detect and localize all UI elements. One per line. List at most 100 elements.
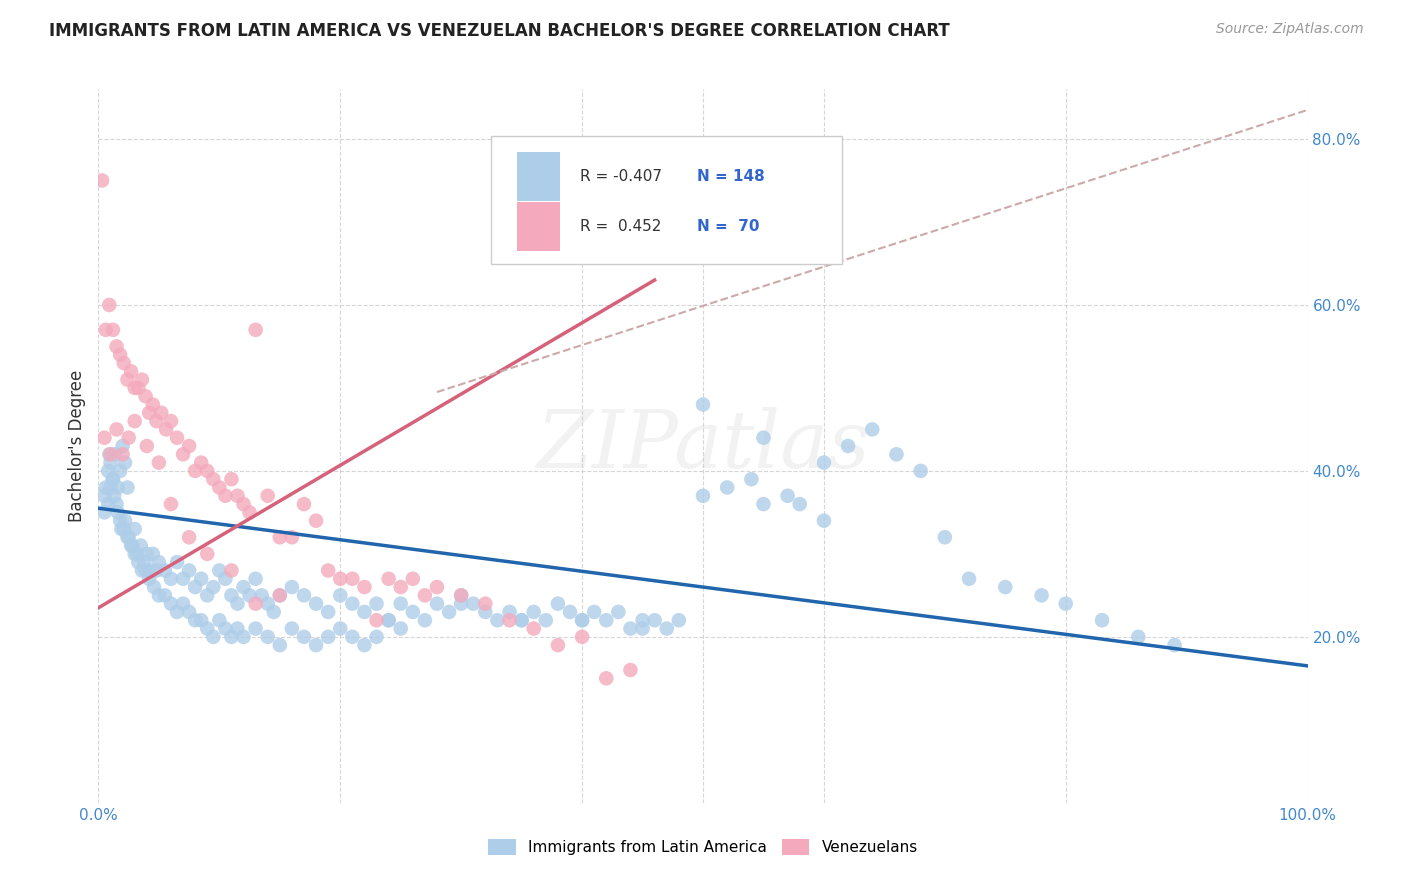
Point bbox=[166, 605, 188, 619]
Point bbox=[221, 472, 243, 486]
Point bbox=[1128, 630, 1150, 644]
Point bbox=[107, 505, 129, 519]
Point bbox=[353, 580, 375, 594]
Point bbox=[101, 472, 124, 486]
Point bbox=[118, 530, 141, 544]
Text: ZIPatlas: ZIPatlas bbox=[536, 408, 870, 484]
Point bbox=[498, 605, 520, 619]
Point bbox=[120, 539, 142, 553]
Point bbox=[179, 605, 201, 619]
Point bbox=[94, 481, 117, 495]
Point bbox=[160, 414, 183, 428]
Point bbox=[239, 588, 262, 602]
Point bbox=[377, 613, 399, 627]
Point bbox=[97, 464, 120, 478]
Point bbox=[221, 588, 243, 602]
Point bbox=[232, 580, 254, 594]
Point bbox=[547, 597, 569, 611]
Point bbox=[644, 613, 666, 627]
Point bbox=[655, 622, 678, 636]
Point bbox=[910, 464, 932, 478]
Point bbox=[389, 580, 412, 594]
Point bbox=[474, 597, 496, 611]
Point bbox=[214, 622, 236, 636]
Point bbox=[752, 431, 775, 445]
Point bbox=[957, 572, 980, 586]
Point bbox=[155, 422, 177, 436]
Point bbox=[353, 638, 375, 652]
Point bbox=[510, 613, 533, 627]
Point bbox=[138, 572, 160, 586]
Point bbox=[316, 564, 339, 578]
Point bbox=[437, 605, 460, 619]
Point bbox=[813, 456, 835, 470]
Point bbox=[143, 580, 166, 594]
Point bbox=[142, 547, 165, 561]
Point bbox=[93, 431, 115, 445]
Point bbox=[1091, 613, 1114, 627]
Point bbox=[148, 456, 170, 470]
Point bbox=[148, 555, 170, 569]
Point bbox=[208, 481, 231, 495]
Point bbox=[571, 613, 593, 627]
Point bbox=[127, 381, 149, 395]
Point bbox=[305, 638, 328, 652]
Point bbox=[377, 572, 399, 586]
Point bbox=[97, 497, 120, 511]
Point bbox=[413, 613, 436, 627]
Point bbox=[114, 456, 136, 470]
Point bbox=[179, 439, 201, 453]
Point bbox=[104, 447, 127, 461]
Point bbox=[486, 613, 509, 627]
Point bbox=[740, 472, 762, 486]
Point bbox=[269, 638, 291, 652]
Y-axis label: Bachelor's Degree: Bachelor's Degree bbox=[67, 370, 86, 522]
Point bbox=[184, 613, 207, 627]
Point bbox=[105, 422, 128, 436]
Point bbox=[595, 671, 617, 685]
Point bbox=[607, 605, 630, 619]
Point bbox=[221, 630, 243, 644]
Point bbox=[692, 397, 714, 411]
Point bbox=[124, 522, 146, 536]
Point bbox=[112, 356, 135, 370]
Point bbox=[558, 605, 581, 619]
Point bbox=[226, 489, 249, 503]
Point bbox=[108, 514, 131, 528]
Point bbox=[131, 373, 153, 387]
Point bbox=[110, 522, 132, 536]
Point bbox=[281, 530, 304, 544]
Text: IMMIGRANTS FROM LATIN AMERICA VS VENEZUELAN BACHELOR'S DEGREE CORRELATION CHART: IMMIGRANTS FROM LATIN AMERICA VS VENEZUE… bbox=[49, 22, 950, 40]
Point bbox=[195, 464, 218, 478]
Point bbox=[179, 564, 201, 578]
Point bbox=[342, 630, 364, 644]
Point bbox=[172, 447, 194, 461]
Point bbox=[117, 481, 139, 495]
Point bbox=[129, 539, 152, 553]
Point bbox=[305, 514, 328, 528]
FancyBboxPatch shape bbox=[517, 202, 561, 252]
Point bbox=[101, 323, 124, 337]
Point bbox=[934, 530, 956, 544]
Point bbox=[837, 439, 859, 453]
Point bbox=[127, 547, 149, 561]
Point bbox=[668, 613, 690, 627]
Point bbox=[124, 547, 146, 561]
Point bbox=[184, 580, 207, 594]
Point bbox=[342, 597, 364, 611]
Point bbox=[208, 564, 231, 578]
Point bbox=[226, 622, 249, 636]
Point bbox=[232, 497, 254, 511]
Point bbox=[426, 580, 449, 594]
Point bbox=[510, 613, 533, 627]
Point bbox=[789, 497, 811, 511]
Point bbox=[100, 481, 122, 495]
Point bbox=[100, 447, 122, 461]
Point bbox=[256, 489, 278, 503]
Point bbox=[619, 663, 641, 677]
Point bbox=[292, 588, 315, 602]
Text: Source: ZipAtlas.com: Source: ZipAtlas.com bbox=[1216, 22, 1364, 37]
Point bbox=[138, 406, 160, 420]
Point bbox=[160, 572, 183, 586]
Point bbox=[402, 605, 425, 619]
